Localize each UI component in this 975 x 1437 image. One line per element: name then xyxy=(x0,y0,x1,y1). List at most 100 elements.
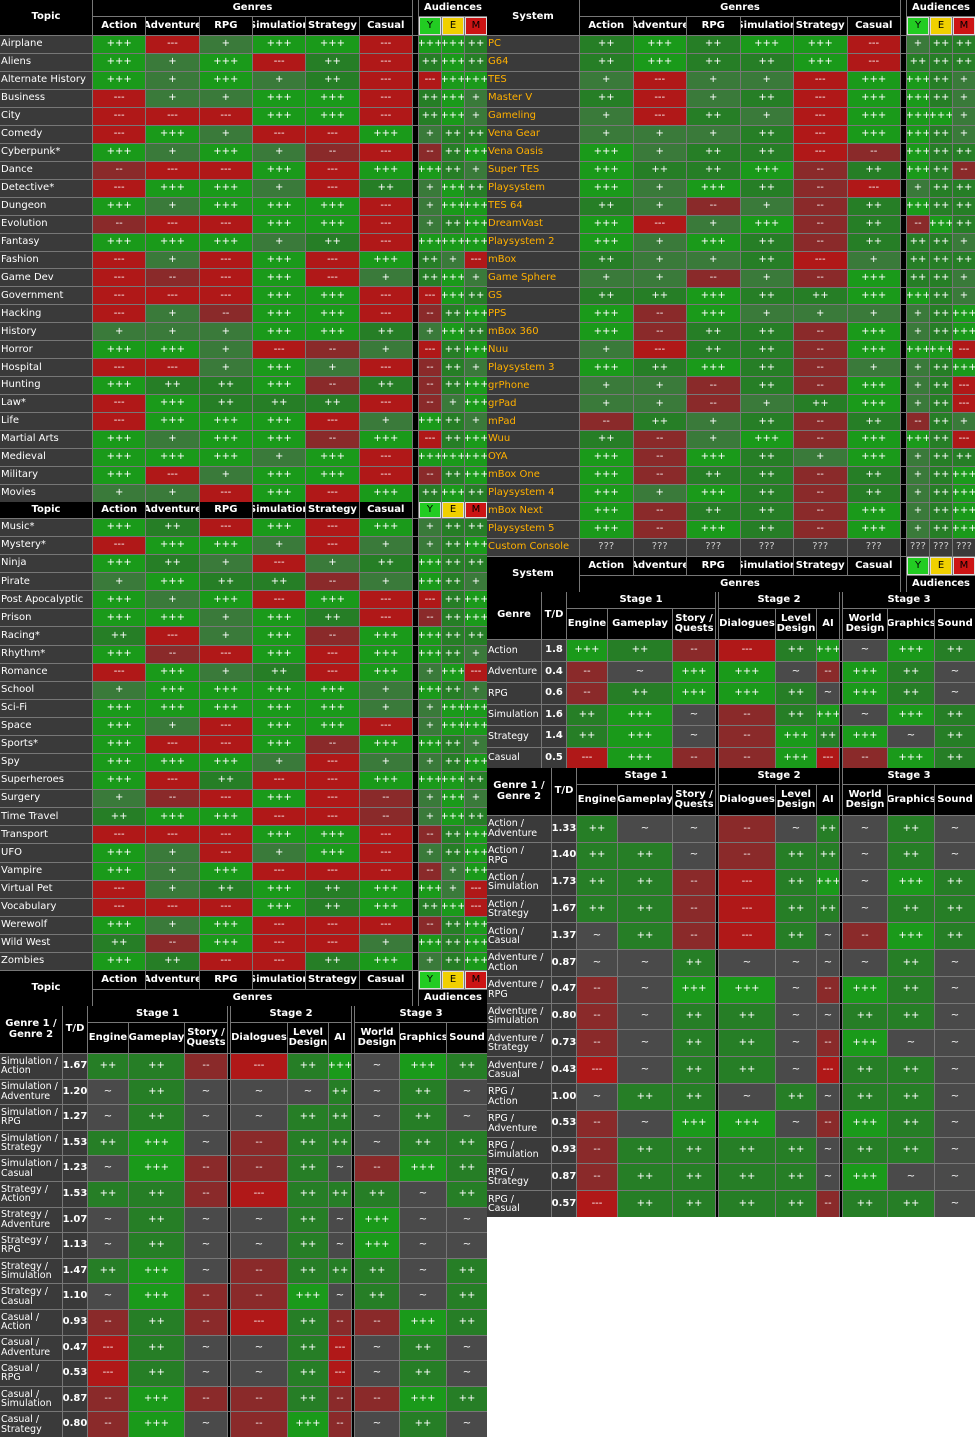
rating-cell: --- xyxy=(359,467,412,485)
rating-cell: + xyxy=(199,663,252,681)
rating-cell: + xyxy=(93,681,146,699)
rating-cell: --- xyxy=(93,880,146,898)
stage-cell: ~ xyxy=(776,1057,816,1083)
stage-cell: ~ xyxy=(817,1003,839,1030)
rating-cell: + xyxy=(359,934,412,952)
col-casual: Casual xyxy=(359,502,412,518)
stage-cell: ~ xyxy=(231,1335,287,1361)
rating-cell: +++ xyxy=(740,161,793,179)
stage-cell: ~ xyxy=(888,1164,934,1191)
audience-cell: ++ xyxy=(441,591,464,609)
row-label: Casual / Simulation xyxy=(0,1386,62,1412)
stage-cell: ~ xyxy=(88,1079,128,1105)
rating-cell: +++ xyxy=(146,537,199,555)
rating-cell: --- xyxy=(199,287,252,305)
col-simulation: Simulation xyxy=(252,17,306,35)
audience-cell: +++ xyxy=(464,233,487,251)
col-adventure: Adventure xyxy=(633,17,686,35)
rating-cell: + xyxy=(740,305,793,323)
stage-cell: ++ xyxy=(288,1233,328,1258)
stage-cell: --- xyxy=(329,1335,351,1361)
gap xyxy=(840,842,842,869)
rating-cell: +++ xyxy=(146,573,199,591)
audience-cell: --- xyxy=(464,880,487,898)
gap xyxy=(840,896,842,923)
row-label: Adventure / Simulation xyxy=(487,1003,551,1030)
rating-cell: + xyxy=(146,485,199,502)
rating-cell: ++ xyxy=(252,395,306,413)
gap xyxy=(228,1233,230,1258)
rating-cell: +++ xyxy=(306,197,359,215)
stage-cell: ++ xyxy=(888,1083,934,1110)
audience-cell: +++ xyxy=(953,359,975,377)
gap xyxy=(840,1003,842,1030)
stage-cell: ~ xyxy=(888,726,934,747)
stage-cell: -- xyxy=(577,976,617,1003)
rating-cell: +++ xyxy=(306,287,359,305)
rating-cell: ++ xyxy=(306,71,359,89)
stage-cell: ~ xyxy=(776,976,816,1003)
rating-cell: ++ xyxy=(847,413,900,431)
row-label: Evolution xyxy=(0,215,92,233)
rating-cell: +++ xyxy=(252,735,306,754)
stage-cell: --- xyxy=(719,923,775,949)
gap xyxy=(412,591,418,609)
col-ai: AI xyxy=(329,1023,351,1053)
rating-cell: -- xyxy=(580,413,633,431)
audience-cell: + xyxy=(907,377,929,395)
rating-cell: + xyxy=(687,431,740,449)
audience-cell: +++ xyxy=(464,916,487,934)
row-label: Action / Simulation xyxy=(487,869,551,896)
stage-cell: ++ xyxy=(843,1057,887,1083)
rating-cell: +++ xyxy=(252,467,306,485)
rating-cell: + xyxy=(580,107,633,125)
stage-cell: ~ xyxy=(231,1233,287,1258)
stage-cell: +++ xyxy=(400,1054,446,1079)
rating-cell: --- xyxy=(252,591,306,609)
rating-cell: +++ xyxy=(252,519,306,537)
rating-cell: -- xyxy=(687,197,740,215)
footer-genres: Genres xyxy=(93,989,412,1006)
row-label: Strategy / Adventure xyxy=(0,1207,62,1233)
stage-cell: ++ xyxy=(288,1207,328,1233)
rating-cell: ++ xyxy=(687,503,740,521)
audience-cell: +++ xyxy=(464,305,487,323)
rating-cell: +++ xyxy=(93,36,146,53)
rating-cell: +++ xyxy=(359,125,412,143)
stage-cell: ++ xyxy=(843,1191,887,1217)
rating-cell: +++ xyxy=(93,916,146,934)
gap xyxy=(716,949,718,976)
rating-cell: + xyxy=(146,71,199,89)
gap xyxy=(901,556,906,592)
rating-cell: --- xyxy=(252,934,306,952)
rating-cell: -- xyxy=(847,143,900,161)
stage-cell: ~ xyxy=(355,1130,399,1156)
audience-cell: +++ xyxy=(464,215,487,233)
rating-cell: +++ xyxy=(93,645,146,663)
row-label: Adventure / RPG xyxy=(487,976,551,1003)
audience-cell: + xyxy=(953,107,975,125)
rating-cell: +++ xyxy=(93,555,146,573)
rating-cell: ++ xyxy=(847,233,900,251)
rating-cell: --- xyxy=(359,862,412,880)
audience-cell: +++ xyxy=(441,71,464,89)
audience-cell: +++ xyxy=(441,197,464,215)
rating-cell: ++ xyxy=(252,663,306,681)
col-simulation: Simulation xyxy=(252,970,306,989)
gap xyxy=(412,377,418,395)
stage-cell: ~ xyxy=(185,1412,227,1437)
stage-cell: ++ xyxy=(88,1258,128,1284)
rating-cell: +++ xyxy=(847,89,900,107)
row-label: Dance xyxy=(0,161,92,179)
stage-cell: --- xyxy=(817,747,839,768)
rating-cell: --- xyxy=(146,467,199,485)
col-action: Action xyxy=(580,556,633,575)
audience-cell: ++ xyxy=(441,573,464,591)
gap xyxy=(901,197,906,215)
rating-cell: +++ xyxy=(580,323,633,341)
stage-cell: ~ xyxy=(888,1030,934,1057)
stage-cell: ++ xyxy=(719,1030,775,1057)
rating-cell: --- xyxy=(199,519,252,537)
rating-cell: ++ xyxy=(359,377,412,395)
stage-cell: +++ xyxy=(843,726,887,747)
